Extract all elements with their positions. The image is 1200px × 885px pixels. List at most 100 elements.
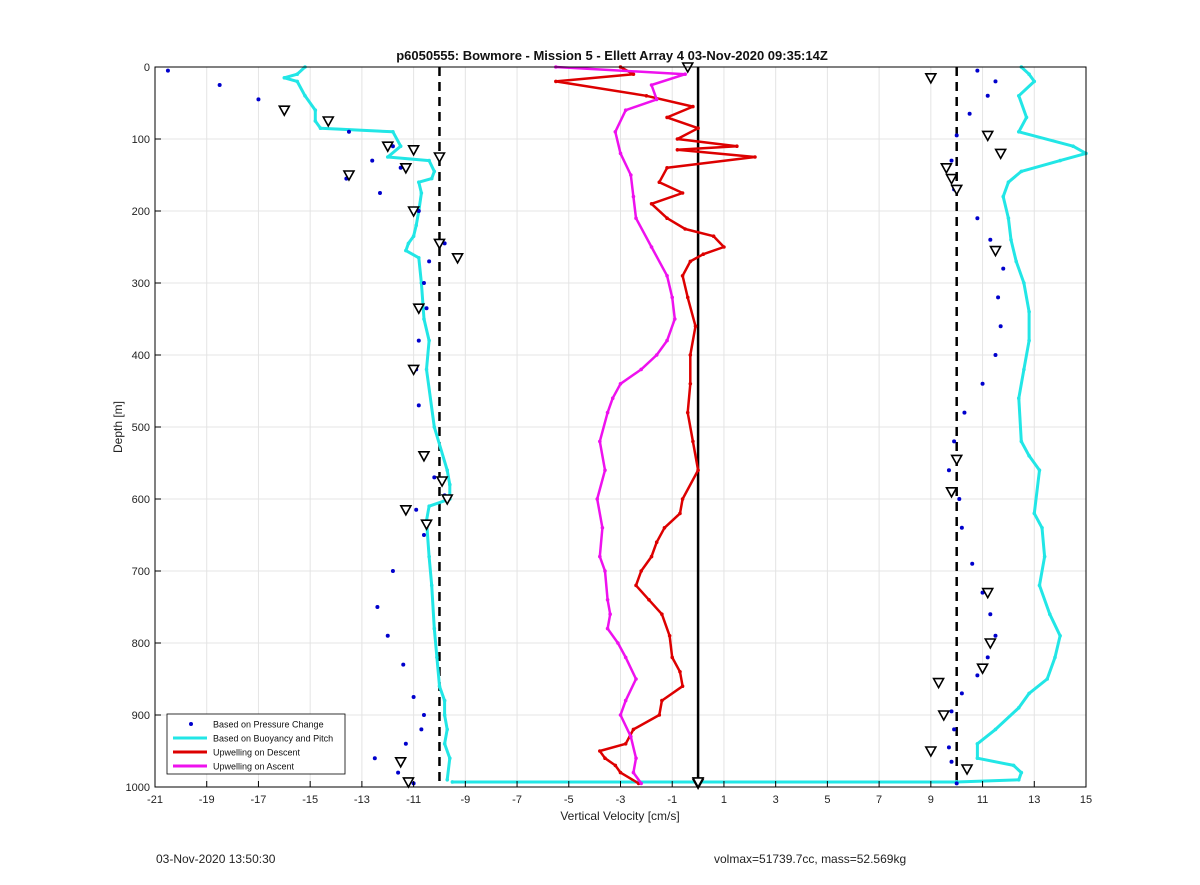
series-point	[644, 94, 649, 98]
series-point	[1027, 310, 1031, 314]
series-point	[422, 317, 426, 321]
series-point	[295, 79, 300, 84]
pressure-point	[957, 497, 962, 501]
pressure-point	[975, 216, 980, 221]
pressure-point	[217, 83, 222, 87]
series-point	[432, 169, 437, 174]
series-point	[688, 382, 693, 386]
pressure-point	[975, 673, 980, 678]
x-tick-label: 1	[721, 794, 727, 806]
series-point	[623, 698, 628, 703]
series-point	[631, 770, 636, 775]
series-point	[1006, 180, 1011, 184]
direction-marker	[407, 145, 420, 157]
series-point	[613, 130, 618, 134]
series-point	[670, 295, 675, 300]
series-point	[1014, 259, 1018, 264]
pressure-point	[985, 655, 990, 660]
direction-marker	[342, 170, 356, 182]
series-point	[416, 180, 421, 184]
series-point	[429, 176, 434, 181]
x-tick-label: -5	[564, 794, 574, 806]
series-point	[1009, 238, 1013, 242]
series-point	[605, 626, 610, 631]
direction-marker	[412, 303, 426, 315]
legend: Based on Pressure Change Based on Buoyanc…	[166, 713, 346, 775]
series-point	[649, 83, 654, 87]
series-point	[629, 734, 633, 739]
series-point	[1027, 338, 1031, 343]
direction-marker	[394, 756, 408, 769]
pressure-point	[975, 68, 980, 73]
series-point	[1027, 454, 1031, 458]
direction-marker	[937, 710, 951, 722]
series-point	[649, 202, 654, 206]
series-point	[683, 72, 687, 76]
series-point	[675, 148, 680, 152]
series-point	[634, 756, 638, 760]
legend-label: Upwelling on Descent	[213, 748, 301, 758]
footer-timestamp: 03-Nov-2020 13:50:30	[156, 852, 276, 866]
y-tick-label: 200	[132, 206, 150, 218]
pressure-point	[432, 475, 437, 480]
y-tick-label: 1000	[126, 782, 150, 794]
series-point	[419, 191, 424, 195]
series-point	[282, 76, 287, 80]
series-point	[1037, 583, 1042, 588]
series-point	[623, 742, 628, 746]
series-point	[654, 97, 659, 102]
series-point	[680, 191, 685, 195]
direction-marker	[939, 163, 953, 175]
series-point	[691, 104, 695, 109]
series-point	[696, 126, 700, 130]
series-line	[554, 65, 757, 785]
direction-marker	[976, 663, 989, 675]
pressure-point	[165, 68, 170, 73]
series-point	[623, 655, 628, 660]
series-point	[649, 554, 654, 559]
y-tick-label: 0	[144, 62, 150, 74]
x-tick-label: -19	[199, 794, 215, 806]
x-tick-label: 3	[773, 794, 779, 806]
pressure-point	[375, 605, 380, 609]
direction-marker	[433, 238, 446, 251]
data-series	[165, 65, 1088, 786]
pressure-point	[416, 338, 421, 343]
direction-marker	[989, 245, 1002, 258]
series-point	[1032, 511, 1037, 516]
pressure-point	[988, 612, 993, 617]
axis-ticks: -21 -19 -17 -15 -13 -11 -9 -7 -5 -3 -1 1 3 5 7 9 11 13 150…	[126, 62, 1093, 806]
pressure-point	[403, 741, 408, 746]
series-point	[654, 353, 659, 357]
series-point	[303, 94, 307, 98]
series-point	[448, 482, 452, 487]
series-point	[1053, 655, 1057, 660]
direction-marker	[435, 476, 449, 488]
pressure-point	[414, 507, 419, 512]
series-point	[1024, 115, 1029, 120]
series-point	[1019, 439, 1024, 444]
series-line	[956, 65, 1088, 784]
series-point	[639, 367, 643, 372]
pressure-point	[998, 324, 1003, 329]
series-point	[1032, 79, 1037, 84]
direction-marker	[983, 638, 997, 650]
direction-marker	[691, 777, 705, 789]
series-point	[673, 317, 677, 321]
y-tick-label: 700	[132, 566, 150, 578]
pressure-point	[967, 111, 972, 116]
series-point	[618, 151, 623, 156]
series-point	[445, 727, 450, 732]
direction-marker	[960, 764, 974, 776]
x-axis-label: Vertical Velocity [cm/s]	[560, 809, 679, 823]
series-point	[1022, 281, 1026, 285]
series-point	[605, 410, 610, 415]
series-point	[657, 713, 662, 717]
pressure-point	[952, 727, 957, 732]
series-point	[618, 770, 623, 775]
x-tick-label: 11	[977, 794, 988, 806]
series-point	[1071, 144, 1075, 148]
grid	[154, 66, 1087, 788]
series-point	[385, 155, 390, 159]
